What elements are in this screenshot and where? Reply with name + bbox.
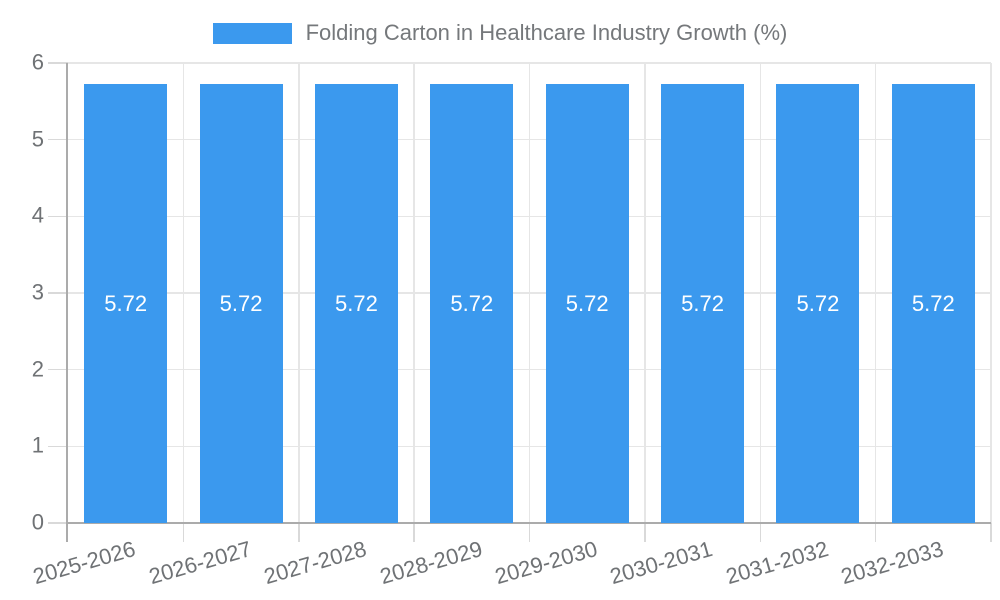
bar-value-label: 5.72 <box>911 290 955 316</box>
y-axis-tick <box>48 445 68 448</box>
x-axis-tick-label: 2030-2031 <box>607 536 716 590</box>
bar-2030-2031: 5.72 <box>661 84 745 523</box>
legend-label: Folding Carton in Healthcare Industry Gr… <box>305 20 788 45</box>
gridline-vertical <box>759 63 761 523</box>
x-axis-tick <box>644 523 646 542</box>
x-axis-tick-label: 2025-2026 <box>30 536 139 590</box>
x-axis-tick-label: 2027-2028 <box>261 536 370 590</box>
y-axis-tick-label: 1 <box>31 432 44 458</box>
bar-2026-2027: 5.72 <box>199 84 283 523</box>
gridline-vertical <box>182 63 185 523</box>
y-axis-tick-label: 6 <box>31 49 44 75</box>
legend-color-swatch <box>212 22 292 44</box>
chart-legend[interactable]: Folding Carton in Healthcare Industry Gr… <box>0 20 1000 46</box>
bar-value-label: 5.72 <box>335 290 378 316</box>
y-axis-line <box>66 63 68 542</box>
bar-2032-2033: 5.72 <box>891 84 975 523</box>
bar-2025-2026: 5.72 <box>84 84 168 523</box>
bar-2029-2030: 5.72 <box>545 84 629 523</box>
gridline-vertical <box>413 63 415 523</box>
y-axis-tick <box>48 522 68 524</box>
x-axis-tick-label: 2031-2032 <box>722 536 831 590</box>
y-axis-tick-label: 3 <box>31 279 44 305</box>
x-axis-tick <box>182 523 185 542</box>
y-axis-tick-label: 5 <box>31 126 44 152</box>
bar-2031-2032: 5.72 <box>776 84 860 523</box>
x-axis-tick-label: 2026-2027 <box>145 536 254 590</box>
x-axis-tick <box>528 523 531 542</box>
y-axis-tick <box>48 138 68 141</box>
bar-value-label: 5.72 <box>104 290 148 316</box>
y-axis-tick <box>48 368 68 371</box>
x-axis-tick-label: 2032-2033 <box>838 536 947 590</box>
x-axis-tick <box>413 523 415 542</box>
x-axis-tick <box>874 523 877 542</box>
bar-value-label: 5.72 <box>796 290 840 316</box>
gridline-vertical <box>644 63 646 523</box>
y-axis-tick-label: 0 <box>31 509 44 535</box>
x-axis-line <box>68 522 991 524</box>
y-axis-tick <box>48 215 68 218</box>
gridline-vertical <box>528 63 531 523</box>
gridline-vertical <box>298 63 300 523</box>
gridline-vertical <box>874 63 877 523</box>
y-axis-tick-label: 4 <box>31 202 44 228</box>
x-axis-tick <box>759 523 761 542</box>
bar-value-label: 5.72 <box>219 290 263 316</box>
bar-2028-2029: 5.72 <box>430 84 514 523</box>
bar-value-label: 5.72 <box>450 290 494 316</box>
gridline-vertical <box>990 63 992 523</box>
bar-value-label: 5.72 <box>681 290 724 316</box>
y-axis-tick <box>48 292 68 294</box>
y-axis-tick-label: 2 <box>31 356 44 382</box>
x-axis-tick-label: 2028-2029 <box>376 536 485 590</box>
x-axis-tick <box>298 523 300 542</box>
bar-value-label: 5.72 <box>565 290 609 316</box>
y-axis-tick <box>48 62 68 64</box>
bar-2027-2028: 5.72 <box>314 84 398 523</box>
x-axis-tick-label: 2029-2030 <box>492 536 601 590</box>
x-axis-tick <box>990 523 992 542</box>
